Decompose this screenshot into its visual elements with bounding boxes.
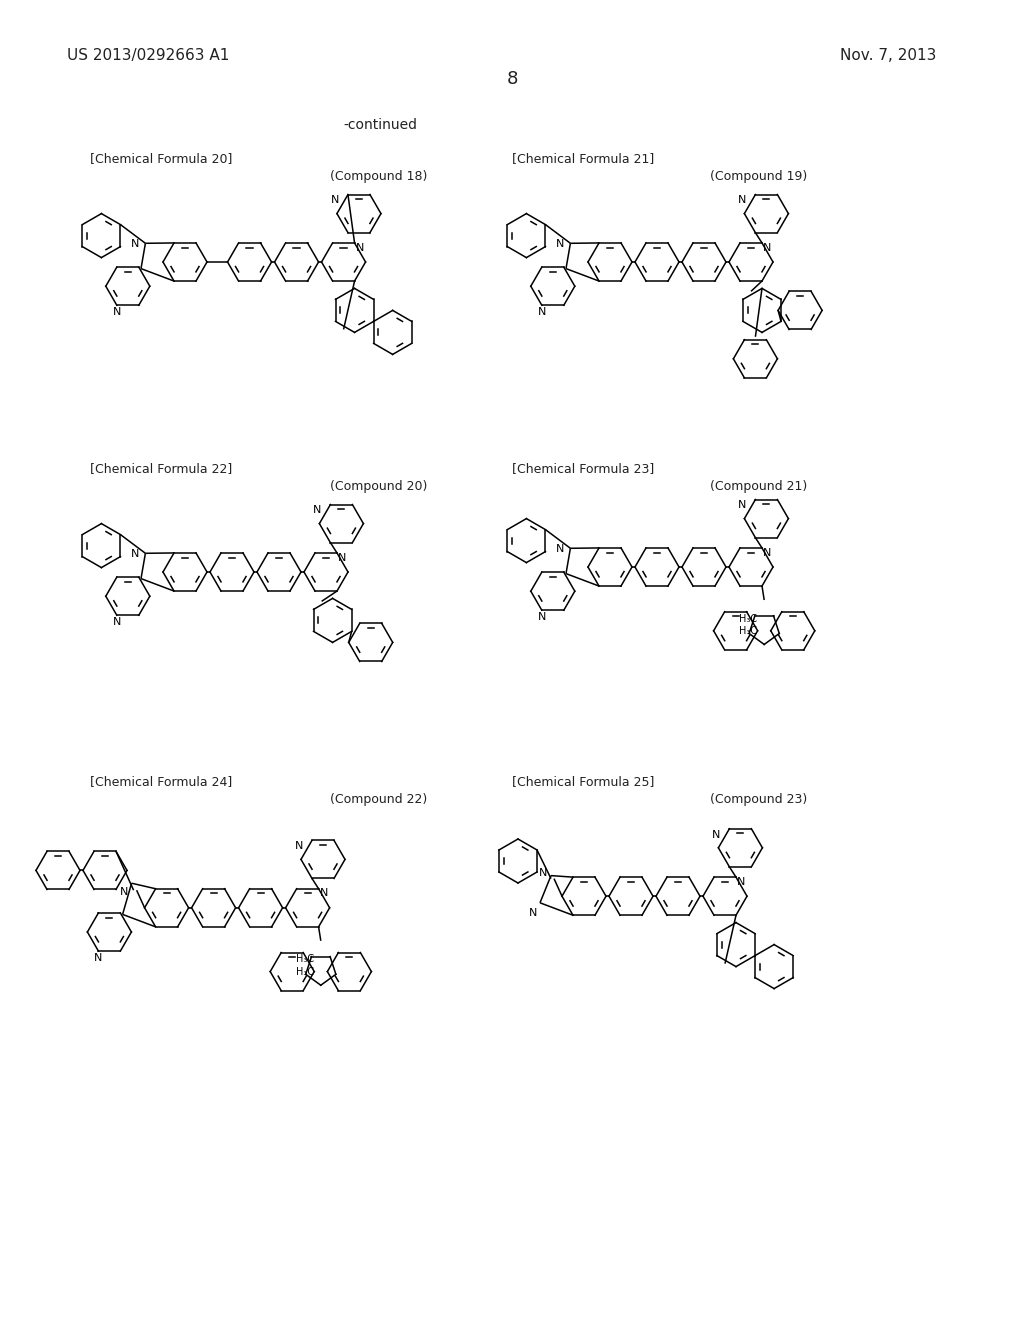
Text: H₃C: H₃C — [296, 966, 314, 977]
Text: N: N — [120, 887, 129, 898]
Text: N: N — [556, 544, 564, 554]
Text: N: N — [539, 867, 547, 878]
Text: N: N — [319, 888, 328, 899]
Text: N: N — [528, 908, 537, 917]
Text: N: N — [737, 876, 745, 887]
Text: N: N — [712, 829, 721, 840]
Text: N: N — [738, 195, 746, 206]
Text: N: N — [338, 553, 346, 562]
Text: N: N — [763, 243, 771, 252]
Text: N: N — [331, 195, 339, 206]
Text: [Chemical Formula 20]: [Chemical Formula 20] — [90, 152, 232, 165]
Text: [Chemical Formula 21]: [Chemical Formula 21] — [512, 152, 654, 165]
Text: (Compound 22): (Compound 22) — [330, 793, 427, 807]
Text: [Chemical Formula 23]: [Chemical Formula 23] — [512, 462, 654, 475]
Text: N: N — [313, 506, 322, 515]
Text: (Compound 19): (Compound 19) — [710, 170, 807, 183]
Text: N: N — [538, 612, 546, 622]
Text: 8: 8 — [506, 70, 518, 88]
Text: N: N — [355, 243, 364, 252]
Text: (Compound 18): (Compound 18) — [330, 170, 427, 183]
Text: H₃C: H₃C — [296, 954, 314, 965]
Text: Nov. 7, 2013: Nov. 7, 2013 — [840, 48, 936, 63]
Text: [Chemical Formula 25]: [Chemical Formula 25] — [512, 775, 654, 788]
Text: N: N — [738, 500, 746, 511]
Text: US 2013/0292663 A1: US 2013/0292663 A1 — [67, 48, 229, 63]
Text: [Chemical Formula 24]: [Chemical Formula 24] — [90, 775, 232, 788]
Text: N: N — [113, 308, 121, 317]
Text: N: N — [538, 308, 546, 317]
Text: N: N — [131, 549, 139, 560]
Text: N: N — [763, 548, 771, 557]
Text: N: N — [295, 841, 303, 851]
Text: (Compound 20): (Compound 20) — [330, 480, 427, 492]
Text: (Compound 23): (Compound 23) — [710, 793, 807, 807]
Text: (Compound 21): (Compound 21) — [710, 480, 807, 492]
Text: N: N — [556, 239, 564, 249]
Text: N: N — [94, 953, 102, 962]
Text: H₃C: H₃C — [739, 614, 758, 624]
Text: [Chemical Formula 22]: [Chemical Formula 22] — [90, 462, 232, 475]
Text: H₃C: H₃C — [739, 626, 758, 636]
Text: N: N — [113, 618, 121, 627]
Text: N: N — [131, 239, 139, 249]
Text: -continued: -continued — [343, 117, 417, 132]
